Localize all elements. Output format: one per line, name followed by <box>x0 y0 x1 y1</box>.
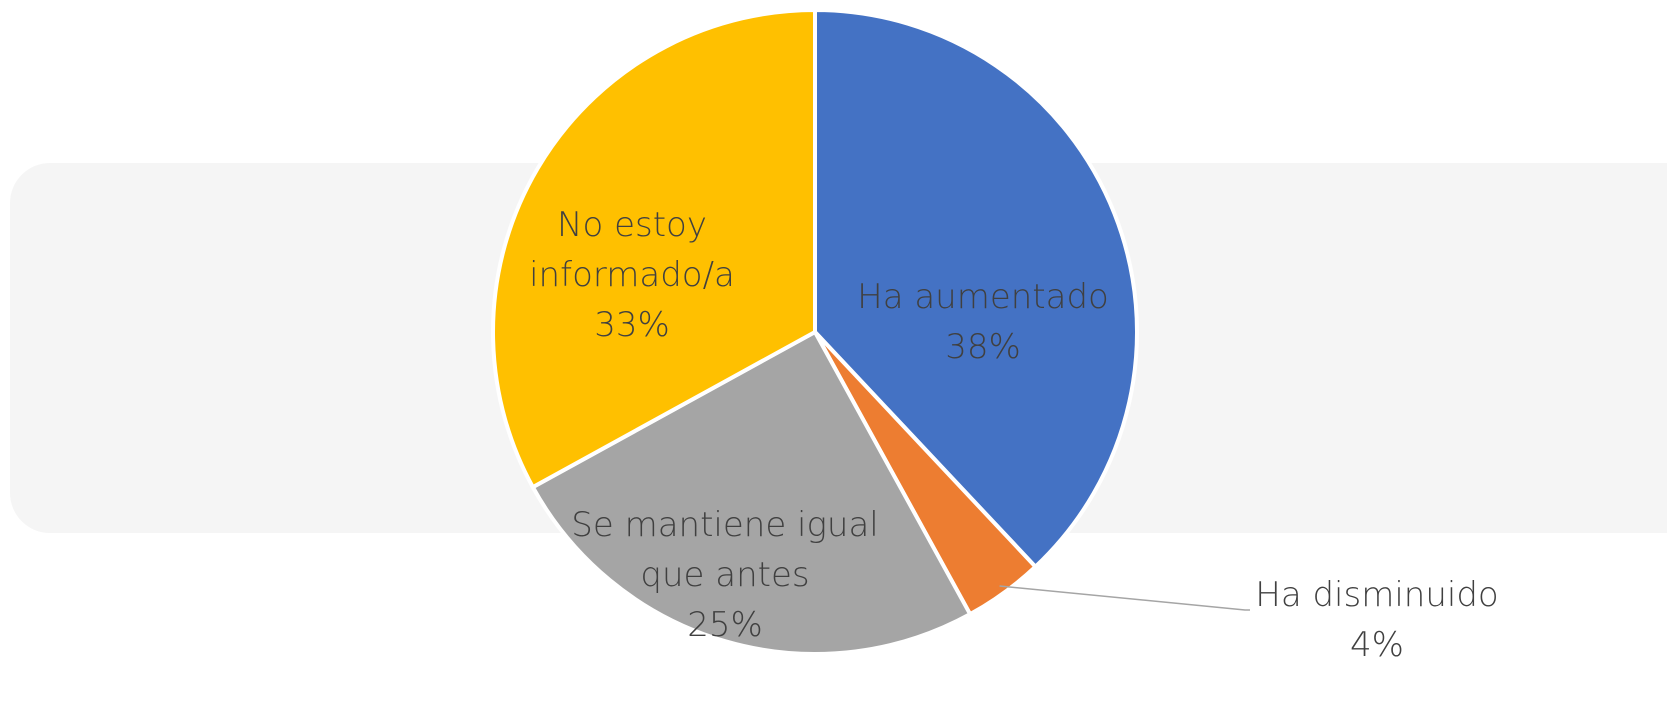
slice-label: Ha aumentado 38% <box>833 272 1133 372</box>
slice-label: Se mantiene igual que antes 25% <box>545 500 905 650</box>
category-name: Se mantiene igual que antes <box>571 505 879 595</box>
value-label: 4% <box>1350 625 1404 665</box>
pie-slice <box>813 7 1139 570</box>
value-label: 33% <box>594 305 670 345</box>
category-name: Ha disminuido <box>1255 575 1499 615</box>
slice-label: Ha disminuido 4% <box>1227 570 1527 670</box>
slice-label: No estoy informado/a 33% <box>502 200 762 350</box>
value-label: 38% <box>945 327 1021 367</box>
category-name: No estoy informado/a <box>529 205 735 295</box>
value-label: 25% <box>687 605 763 645</box>
category-name: Ha aumentado <box>857 277 1109 317</box>
leader-line <box>999 585 1250 611</box>
pie-slice <box>491 7 817 490</box>
pie-slice <box>530 329 973 656</box>
